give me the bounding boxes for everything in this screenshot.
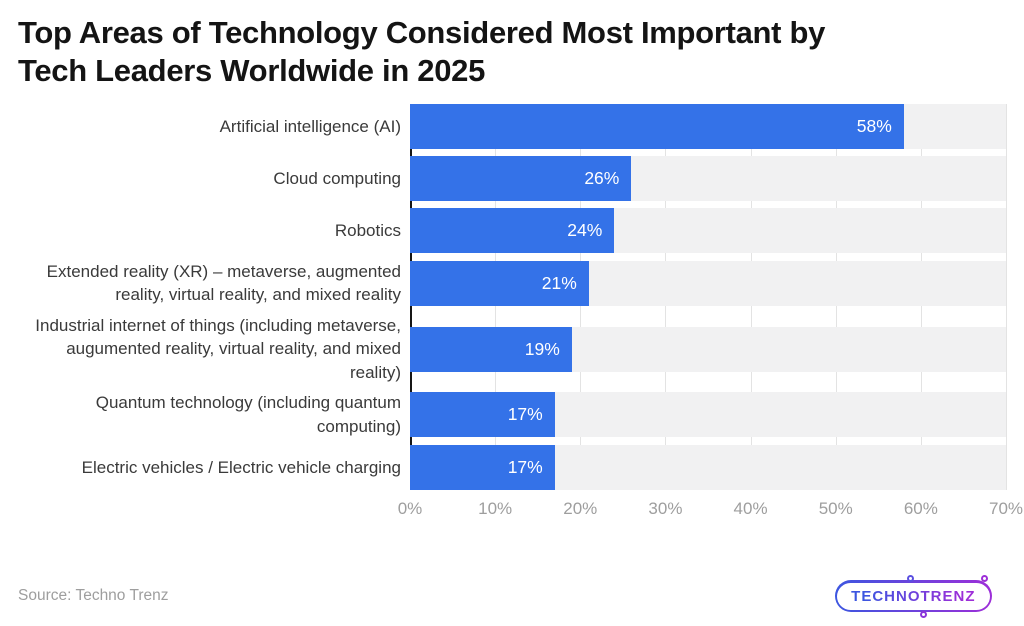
bar-row: Extended reality (XR) – metaverse, augme… <box>18 260 1006 307</box>
bar-value-label: 58% <box>856 116 892 136</box>
x-tick-label: 70% <box>988 499 1024 519</box>
source-text: Source: Techno Trenz <box>18 587 169 604</box>
bar-value-label: 17% <box>507 457 543 478</box>
bar: 24% <box>410 208 615 253</box>
category-label: Robotics <box>334 220 401 240</box>
bar-track: 17% <box>410 445 1006 491</box>
page-title: Top Areas of Technology Considered Most … <box>18 15 826 88</box>
bar-value-label: 26% <box>584 168 620 188</box>
circuit-dot-icon <box>907 575 915 582</box>
bar-track: 58% <box>410 104 1006 149</box>
category-label: Extended reality (XR) – metaverse, augme… <box>46 262 401 305</box>
bar-track: 21% <box>410 260 1006 306</box>
technotrenz-logo: TECHNOTRENZ <box>834 575 992 618</box>
bar-value-label: 24% <box>567 220 603 240</box>
bar: 19% <box>410 326 572 372</box>
bar-row: Quantum technology (including quantum co… <box>18 391 1006 438</box>
bar-track: 19% <box>410 326 1006 372</box>
bar-row: Industrial internet of things (including… <box>18 314 1006 384</box>
bar-chart: Artificial intelligence (AI) 58% Cloud com… <box>18 104 1007 491</box>
footer: Source: Techno Trenz TECHNOTRENZ <box>18 575 1006 618</box>
logo-inner: TECHNOTRENZ <box>837 582 990 610</box>
x-tick-label: 30% <box>648 499 683 519</box>
bar-rows: Artificial intelligence (AI) 58% Cloud com… <box>18 104 1006 491</box>
x-axis-ticks: 0% 10% 20% 30% 40% 50% 60% 70% <box>398 499 1023 523</box>
x-tick-label: 20% <box>563 499 598 519</box>
x-axis-spacer <box>18 499 410 523</box>
category-label: Quantum technology (including quantum co… <box>95 393 401 436</box>
x-tick-label: 60% <box>903 499 938 519</box>
logo-text: TECHNOTRENZ <box>851 587 976 605</box>
bar-track: 24% <box>410 208 1006 253</box>
bar: 17% <box>410 445 555 491</box>
bar-row: Artificial intelligence (AI) 58% <box>18 104 1006 149</box>
bar: 58% <box>410 104 904 149</box>
bar: 26% <box>410 156 632 201</box>
x-axis: 0% 10% 20% 30% 40% 50% 60% 70% <box>18 499 1023 523</box>
category-label: Artificial intelligence (AI) <box>219 116 401 136</box>
circuit-dot-icon <box>919 611 927 618</box>
circuit-dot-icon <box>981 575 988 582</box>
x-tick-label: 0% <box>397 499 423 519</box>
category-label: Industrial internet of things (including… <box>35 315 401 382</box>
category-label: Cloud computing <box>273 168 401 188</box>
bar: 21% <box>410 260 589 306</box>
bar-value-label: 17% <box>507 404 543 425</box>
bar-track: 17% <box>410 392 1006 438</box>
x-tick-label: 10% <box>478 499 513 519</box>
bar-value-label: 21% <box>541 272 577 293</box>
bar-row: Cloud computing 26% <box>18 156 1006 201</box>
category-label: Electric vehicles / Electric vehicle cha… <box>81 457 401 477</box>
bar: 17% <box>410 392 555 438</box>
bar-value-label: 19% <box>524 338 560 359</box>
grid-line <box>1006 104 1007 491</box>
bar-track: 26% <box>410 156 1006 201</box>
logo-capsule: TECHNOTRENZ <box>834 580 992 612</box>
x-tick-label: 40% <box>733 499 768 519</box>
bar-row: Robotics 24% <box>18 208 1006 253</box>
bar-row: Electric vehicles / Electric vehicle cha… <box>18 445 1006 491</box>
x-tick-label: 50% <box>818 499 853 519</box>
